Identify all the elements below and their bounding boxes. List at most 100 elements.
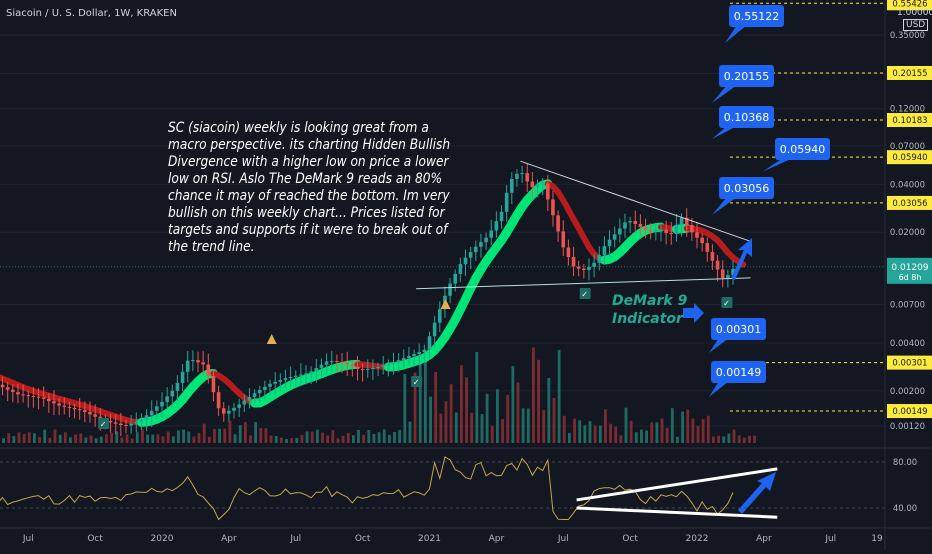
volume-bar <box>265 428 268 443</box>
candle-body <box>376 367 380 368</box>
candle-body <box>57 403 61 405</box>
volume-bar <box>645 431 648 443</box>
time-tick: Jul <box>22 534 34 544</box>
candle-body <box>608 240 612 247</box>
volume-bar <box>614 427 617 443</box>
volume-bar <box>28 432 31 443</box>
volume-bar <box>537 360 540 443</box>
volume-bar <box>218 429 221 443</box>
candle-body <box>649 230 653 231</box>
rsi-lower-trendline <box>577 508 778 517</box>
volume-bar <box>331 430 334 443</box>
candle-body <box>428 336 432 350</box>
volume-bar <box>681 412 684 443</box>
volume-bar <box>337 438 340 443</box>
candle-body <box>258 390 262 393</box>
candle-body <box>52 401 56 403</box>
volume-bar <box>460 365 463 443</box>
volume-bar <box>547 378 550 443</box>
demark-check: ✓ <box>581 290 588 299</box>
volume-bar <box>213 429 216 443</box>
price-tick: 0.02000 <box>890 228 925 238</box>
callout-pointer <box>712 85 737 103</box>
candle-body <box>124 425 128 426</box>
countdown-label: 6d 8h <box>899 273 922 282</box>
candle-body <box>361 369 365 370</box>
candle-body <box>294 376 298 377</box>
volume-bar <box>465 377 468 443</box>
candle-body <box>448 284 452 296</box>
callout-text: 0.00149 <box>716 366 762 379</box>
annotation-text[interactable]: SC (siacoin) weekly is looking great fro… <box>168 120 452 256</box>
volume-bar <box>666 428 669 443</box>
candle-body <box>222 408 226 413</box>
volume-bar <box>38 437 41 443</box>
volume-bar <box>727 434 730 443</box>
callout-text: 0.20155 <box>724 70 770 83</box>
candle-body <box>366 369 370 370</box>
volume-bar <box>131 439 134 443</box>
callout-0: 0.55122 <box>725 5 784 43</box>
candle-body <box>592 263 596 267</box>
currency-label[interactable]: 1.00000 USD <box>897 8 932 31</box>
candle-body <box>433 323 437 337</box>
volume-bar <box>388 435 391 443</box>
candle-body <box>474 247 478 252</box>
currency-unit: USD <box>903 19 928 31</box>
candle-body <box>150 411 154 415</box>
volume-bar <box>259 428 262 443</box>
volume-bar <box>301 435 304 443</box>
volume-bar <box>650 422 653 443</box>
callout-text: 0.10368 <box>724 111 770 124</box>
volume-bar <box>635 432 638 443</box>
volume-bar <box>311 432 314 443</box>
volume-bar <box>481 414 484 443</box>
candle-body <box>330 361 334 362</box>
candle-body <box>726 275 730 278</box>
volume-bar <box>501 419 504 443</box>
candle-body <box>109 421 113 422</box>
time-tick: Apr <box>756 534 772 544</box>
candle-body <box>134 422 138 424</box>
rsi-upper-trendline <box>577 469 778 500</box>
candle-body <box>68 407 72 408</box>
candle-body <box>279 380 283 382</box>
volume-bar <box>244 422 247 443</box>
candle-body <box>495 221 499 230</box>
candle-body <box>356 367 360 369</box>
candle-body <box>212 376 216 392</box>
candle-body <box>716 261 720 270</box>
candle-body <box>371 368 375 369</box>
candle-body <box>515 174 519 179</box>
volume-bar <box>486 394 489 443</box>
volume-bar <box>306 431 309 443</box>
candle-body <box>469 252 473 258</box>
candle-body <box>181 372 185 383</box>
volume-bar <box>280 438 283 443</box>
volume-bar <box>434 372 437 443</box>
volume-bar <box>475 352 478 443</box>
volume-bar <box>316 430 319 443</box>
candle-body <box>695 232 699 237</box>
candle-body <box>176 383 180 391</box>
volume-bar <box>378 432 381 443</box>
volume-bar <box>419 361 422 443</box>
candle-body <box>680 218 684 225</box>
volume-bar <box>110 433 113 443</box>
candle-body <box>47 399 51 401</box>
candle-body <box>479 242 483 247</box>
candle-body <box>417 352 421 354</box>
volume-bar <box>162 436 165 443</box>
volume-bar <box>84 437 87 443</box>
time-tick: Jul <box>557 534 569 544</box>
symbol-title[interactable]: Siacoin / U. S. Dollar, 1W, KRAKEN <box>6 8 177 19</box>
volume-bar <box>722 436 725 443</box>
target-badge-label: 0.05940 <box>892 153 927 163</box>
target-badge-label: 0.20155 <box>892 69 927 79</box>
volume-bar <box>522 408 525 443</box>
callout-1: 0.20155 <box>712 65 774 103</box>
demark-label[interactable]: DeMark 9 Indicator <box>612 292 687 328</box>
volume-bar <box>192 437 195 443</box>
volume-bar <box>74 435 77 443</box>
